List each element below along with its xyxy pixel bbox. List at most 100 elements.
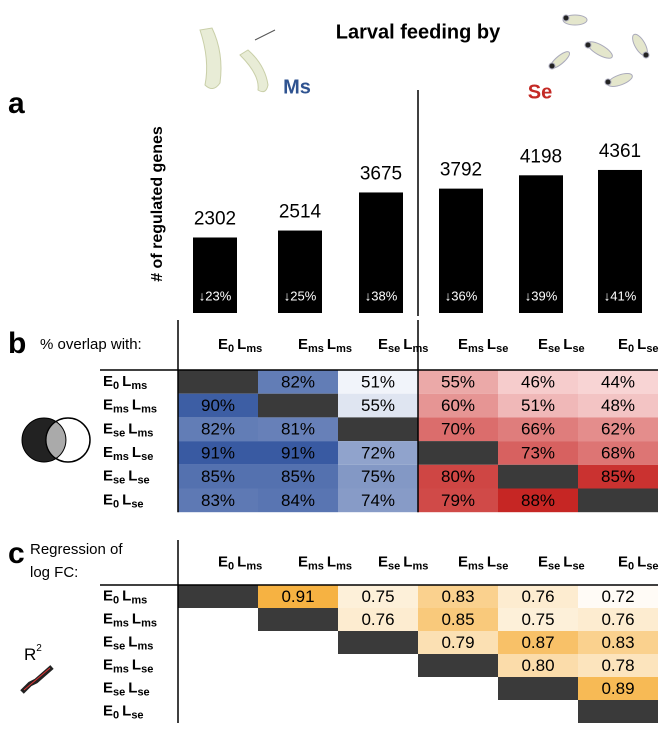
value-label: 3675 xyxy=(360,163,402,184)
condition-label: Ese Lse xyxy=(538,553,585,572)
cell-label: 80% xyxy=(441,467,475,486)
label-letter: L xyxy=(637,336,646,353)
heatmap-cell xyxy=(418,464,498,489)
label-letter: E xyxy=(103,679,113,696)
cell-label: 46% xyxy=(521,372,555,391)
label-subscript: se xyxy=(388,343,400,355)
bar xyxy=(359,192,403,313)
cell-label: 85% xyxy=(201,467,235,486)
value-label: 3792 xyxy=(440,160,482,181)
cell-label: 0.76 xyxy=(601,610,634,629)
condition-label: Ese Lse xyxy=(103,468,150,487)
cell-label: 79% xyxy=(441,491,475,510)
cell-label: 82% xyxy=(201,420,235,439)
bar xyxy=(193,237,237,313)
heatmap-cell xyxy=(578,370,658,394)
label-letter: L xyxy=(403,553,412,570)
down-label: ↓38% xyxy=(365,288,398,303)
heatmap-cell xyxy=(418,631,498,654)
icon-superscript: 2 xyxy=(36,643,42,654)
condition-label: Ese Lms xyxy=(378,553,428,572)
heatmap-cell xyxy=(418,370,498,394)
group-label: Ms xyxy=(283,76,311,98)
cell-label: 0.83 xyxy=(601,633,634,652)
cell-label: 0.83 xyxy=(441,587,474,606)
cell-label: 68% xyxy=(601,443,635,462)
label-subscript: se xyxy=(113,427,125,439)
label-letter: E xyxy=(103,610,113,627)
cell-label: 88% xyxy=(521,491,555,510)
heatmap-cell xyxy=(258,441,338,465)
heatmap-cell xyxy=(498,441,578,465)
heatmap-cell xyxy=(418,488,498,513)
label-subscript: 0 xyxy=(228,343,234,355)
heatmap-cell xyxy=(418,608,498,631)
cell-label: 0.85 xyxy=(441,610,474,629)
value-label: 4198 xyxy=(520,146,562,167)
heatmap-cell xyxy=(338,585,418,608)
label-letter: E xyxy=(298,336,308,353)
label-subscript: ms xyxy=(246,343,262,355)
heatmap-cell xyxy=(418,585,498,608)
label-subscript: 0 xyxy=(628,560,634,572)
label-letter: E xyxy=(103,491,113,508)
label-subscript: ms xyxy=(131,380,147,392)
condition-label: E0 Lse xyxy=(103,491,144,510)
cell-label: 55% xyxy=(441,372,475,391)
label-subscript: se xyxy=(572,343,584,355)
bar xyxy=(278,230,322,313)
label-letter: L xyxy=(128,679,137,696)
label-subscript: 0 xyxy=(113,380,119,392)
value-label: 2514 xyxy=(279,202,322,223)
value-label: 4361 xyxy=(599,141,641,162)
label-subscript: ms xyxy=(468,343,484,355)
heatmap-cell xyxy=(418,393,498,418)
label-subscript: se xyxy=(496,343,508,355)
cell-label: 72% xyxy=(361,443,395,462)
heatmap-cell xyxy=(498,417,578,442)
label-subscript: ms xyxy=(141,617,157,629)
label-subscript: se xyxy=(646,343,658,355)
label-letter: E xyxy=(103,420,113,437)
label-letter: L xyxy=(122,702,131,719)
label-letter: L xyxy=(327,336,336,353)
label-letter: E xyxy=(103,633,113,650)
label-letter: E xyxy=(103,702,113,719)
larvae-se-image xyxy=(548,14,650,87)
cell-label: 84% xyxy=(281,491,315,510)
condition-label: Ems Lse xyxy=(103,656,153,675)
cell-label: 75% xyxy=(361,467,395,486)
label-subscript: se xyxy=(137,686,149,698)
label-subscript: ms xyxy=(141,403,157,415)
condition-label: E0 Lse xyxy=(618,336,659,355)
label-letter: E xyxy=(103,373,113,390)
heatmap-cell xyxy=(578,441,658,465)
label-letter: L xyxy=(122,587,131,604)
label-subscript: ms xyxy=(113,403,129,415)
label-subscript: ms xyxy=(246,560,262,572)
cell-label: 91% xyxy=(201,443,235,462)
diagonal-cell xyxy=(578,700,658,723)
label-letter: E xyxy=(538,336,548,353)
condition-label: Ems Lms xyxy=(298,336,352,355)
label-subscript: se xyxy=(113,475,125,487)
label-letter: L xyxy=(563,553,572,570)
label-letter: E xyxy=(298,553,308,570)
label-subscript: se xyxy=(137,475,149,487)
label-letter: E xyxy=(378,553,388,570)
condition-label: Ese Lms xyxy=(103,420,153,439)
heatmap-cell xyxy=(418,417,498,442)
cell-label: 83% xyxy=(201,491,235,510)
label-subscript: se xyxy=(572,560,584,572)
cell-label: 0.76 xyxy=(521,587,554,606)
label-letter: L xyxy=(237,553,246,570)
diagonal-cell xyxy=(178,585,258,608)
label-letter: L xyxy=(122,373,131,390)
label-letter: E xyxy=(103,656,113,673)
heatmap-cell xyxy=(258,488,338,513)
label-subscript: se xyxy=(141,451,153,463)
panel-label: a xyxy=(8,87,25,120)
panel-label: b xyxy=(8,327,26,360)
cell-label: 73% xyxy=(521,443,555,462)
label-subscript: se xyxy=(113,686,125,698)
